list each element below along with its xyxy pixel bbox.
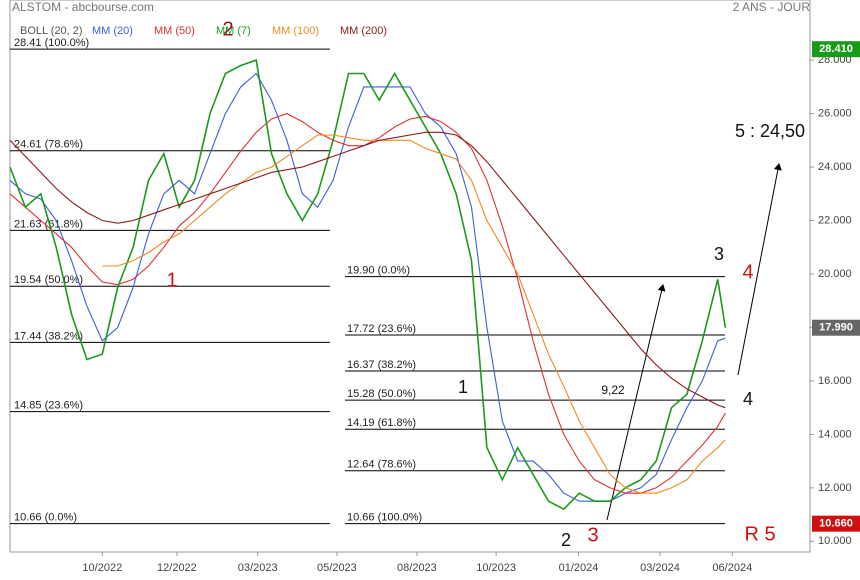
annotation: 3 <box>587 524 598 546</box>
y-tick-label: 24.000 <box>818 161 852 173</box>
legend-label: BOLL (20, 2) <box>20 25 83 37</box>
x-tick-label: 03/2024 <box>640 562 680 574</box>
legend-label: MM (100) <box>272 25 319 37</box>
legend-label: MM (7) <box>216 25 251 37</box>
fib-label: 24.61 (78.6%) <box>14 139 83 151</box>
annotation: 5 : 24,50 <box>735 121 805 141</box>
x-tick-label: 05/2023 <box>317 562 357 574</box>
legend-label: MM (50) <box>154 25 195 37</box>
x-tick-label: 12/2022 <box>157 562 197 574</box>
arrow <box>606 284 666 521</box>
x-tick-label: 03/2023 <box>238 562 278 574</box>
x-tick-label: 10/2022 <box>82 562 122 574</box>
annotation: 9,22 <box>601 383 625 397</box>
fib-label: 17.72 (23.6%) <box>347 323 416 335</box>
fib-label: 14.19 (61.8%) <box>347 417 416 429</box>
y-tick-label: 10.000 <box>818 535 852 547</box>
annotation: R 5 <box>744 523 775 545</box>
y-tick-label: 26.000 <box>818 108 852 120</box>
fib-label: 10.66 (100.0%) <box>347 512 422 524</box>
y-tick-label: 16.000 <box>818 375 852 387</box>
x-tick-label: 01/2024 <box>559 562 599 574</box>
price-tag-label: 17.990 <box>819 322 853 334</box>
annotation: 2 <box>561 530 571 550</box>
x-tick-label: 10/2023 <box>476 562 516 574</box>
y-tick-label: 22.000 <box>818 214 852 226</box>
annotation: 3 <box>714 244 724 264</box>
fib-label: 14.85 (23.6%) <box>14 400 83 412</box>
fib-label: 21.63 (61.8%) <box>14 218 83 230</box>
fib-label: 16.37 (38.2%) <box>347 359 416 371</box>
price-tag <box>812 319 860 336</box>
price-tag-label: 10.660 <box>819 518 853 530</box>
price-tag <box>812 41 860 58</box>
fib-label: 12.64 (78.6%) <box>347 459 416 471</box>
series-line <box>9 131 726 409</box>
fib-label: 19.90 (0.0%) <box>347 265 410 277</box>
y-tick-label: 12.000 <box>818 482 852 494</box>
price-tag-label: 28.410 <box>819 43 853 55</box>
series-line <box>102 134 726 494</box>
series-line <box>9 59 727 511</box>
chart-title: ALSTOM - abcbourse.com <box>12 0 154 14</box>
plot-area <box>9 0 811 553</box>
fib-label: 19.54 (50.0%) <box>14 274 83 286</box>
arrow <box>737 163 782 376</box>
annotation: 4 <box>742 261 753 283</box>
annotation: 1 <box>166 269 177 291</box>
fib-label: 15.28 (50.0%) <box>347 388 416 400</box>
fib-label: 28.41 (100.0%) <box>14 37 89 49</box>
annotation: 1 <box>458 377 468 397</box>
annotation: 4 <box>743 389 753 409</box>
y-tick-label: 14.000 <box>818 428 852 440</box>
x-tick-label: 06/2024 <box>712 562 752 574</box>
price-tag <box>812 515 860 532</box>
chart-subtitle: 2 ANS - JOUR <box>733 0 811 14</box>
annotation: 2 <box>222 18 233 40</box>
fib-label: 17.44 (38.2%) <box>14 330 83 342</box>
series-line <box>9 113 726 494</box>
fib-label: 10.66 (0.0%) <box>14 512 77 524</box>
y-tick-label: 20.000 <box>818 268 852 280</box>
x-tick-label: 08/2023 <box>397 562 437 574</box>
legend-label: MM (200) <box>340 25 387 37</box>
legend-label: MM (20) <box>92 25 133 37</box>
